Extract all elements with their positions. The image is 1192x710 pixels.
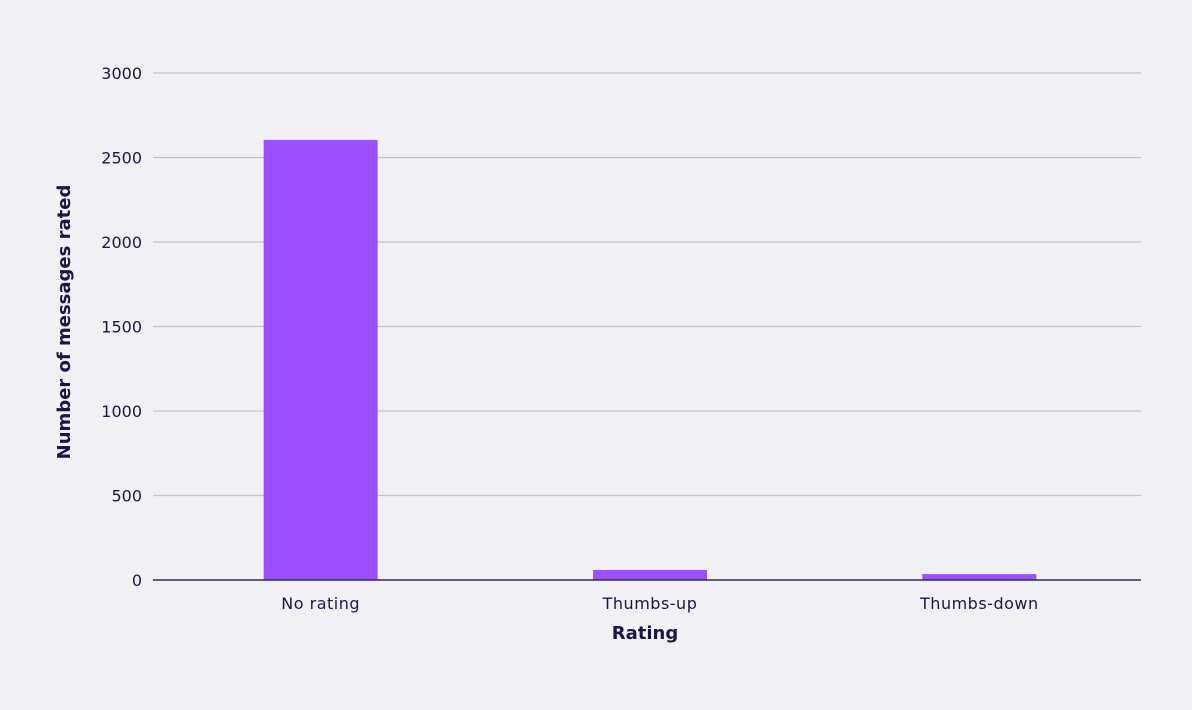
bars [263, 139, 1037, 580]
bar-no-rating [263, 139, 378, 580]
x-axis-ticks: No rating Thumbs-up Thumbs-down [281, 594, 1038, 613]
y-tick-label: 500 [111, 487, 142, 506]
y-axis-ticks: 0 500 1000 1500 2000 2500 3000 [101, 64, 142, 590]
x-tick-label: Thumbs-down [919, 594, 1039, 613]
y-tick-label: 1000 [101, 402, 142, 421]
bar-thumbs-down [922, 574, 1037, 580]
y-tick-label: 2000 [101, 233, 142, 252]
y-axis-label: Number of messages rated [54, 185, 75, 460]
x-tick-label: No rating [281, 594, 360, 613]
y-tick-label: 1500 [101, 318, 142, 337]
bar-thumbs-up [593, 570, 707, 580]
y-tick-label: 3000 [101, 64, 142, 83]
y-tick-label: 0 [132, 571, 142, 590]
x-axis-label: Rating [612, 623, 678, 644]
x-tick-label: Thumbs-up [602, 594, 698, 613]
y-tick-label: 2500 [101, 149, 142, 168]
